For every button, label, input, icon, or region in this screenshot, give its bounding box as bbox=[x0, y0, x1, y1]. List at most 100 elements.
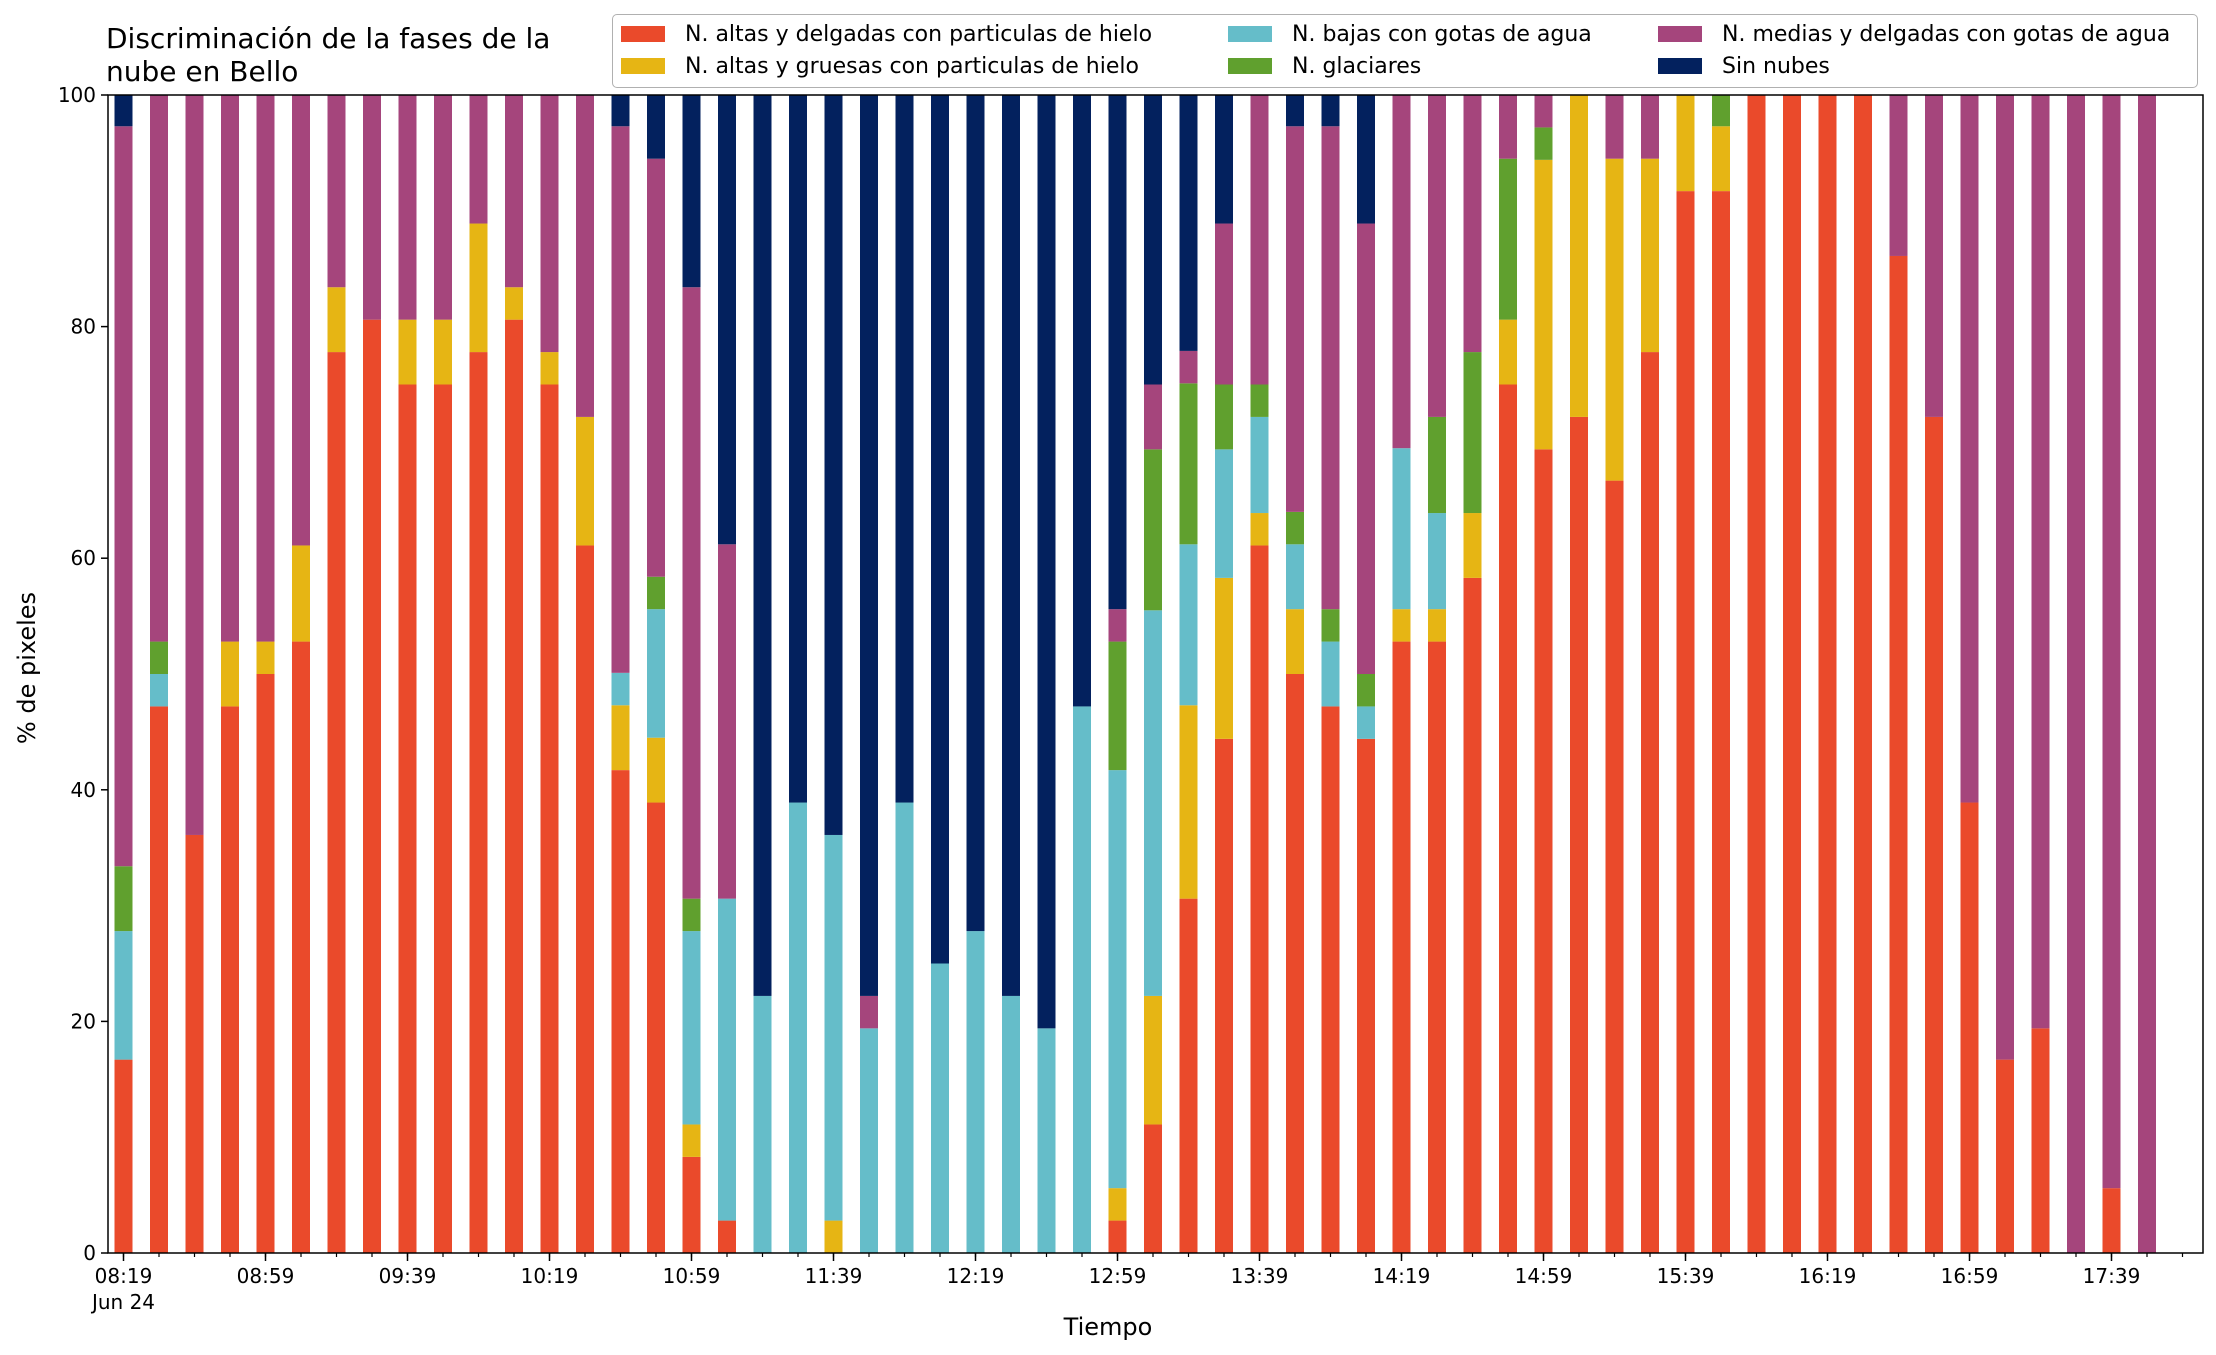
legend-swatch-2 bbox=[1228, 26, 1272, 42]
y-tick-label-0: 0 bbox=[83, 1241, 96, 1265]
x-tick-label-2: 09:39 bbox=[379, 1264, 437, 1288]
bar-0-series-5 bbox=[114, 95, 133, 127]
bar-42-series-0 bbox=[1605, 480, 1624, 1253]
legend-label-3: N. glaciares bbox=[1292, 53, 1422, 79]
bar-28-series-1 bbox=[1108, 1188, 1127, 1221]
x-tick-label-1: 08:59 bbox=[237, 1264, 295, 1288]
bar-7-series-4 bbox=[363, 95, 381, 320]
bar-6-series-0 bbox=[327, 352, 346, 1253]
bar-38-series-4 bbox=[1463, 95, 1482, 353]
y-tick-label-20: 20 bbox=[71, 1009, 96, 1033]
bar-12-series-0 bbox=[540, 384, 559, 1253]
bar-26-series-5 bbox=[1037, 95, 1056, 1029]
bar-1-series-3 bbox=[150, 641, 168, 674]
bar-17-series-2 bbox=[718, 898, 736, 1221]
bar-25-series-5 bbox=[1002, 95, 1020, 996]
bar-4-series-4 bbox=[256, 95, 275, 642]
bar-36-series-2 bbox=[1392, 448, 1411, 610]
bar-0-series-4 bbox=[114, 126, 133, 867]
chart-title: Discriminación de la fases de la nube en… bbox=[106, 22, 551, 88]
bar-11-series-0 bbox=[505, 319, 523, 1254]
y-tick-label-100: 100 bbox=[58, 83, 96, 107]
plot-frame bbox=[107, 94, 2204, 1254]
legend-label-5: Sin nubes bbox=[1722, 53, 1830, 79]
bar-9-series-1 bbox=[434, 319, 452, 385]
legend-item-3: N. glaciares bbox=[1228, 51, 1421, 81]
bar-28-series-0 bbox=[1108, 1220, 1127, 1253]
bar-8-series-1 bbox=[398, 319, 417, 385]
legend-label-0: N. altas y delgadas con particulas de hi… bbox=[685, 21, 1153, 47]
bar-46-series-0 bbox=[1747, 95, 1766, 1253]
bar-32-series-1 bbox=[1250, 513, 1269, 546]
bar-56-series-4 bbox=[2102, 95, 2121, 1189]
bar-14-series-0 bbox=[611, 770, 630, 1253]
bar-49-series-0 bbox=[1854, 95, 1872, 1253]
bar-19-series-5 bbox=[789, 95, 807, 803]
bar-34-series-0 bbox=[1321, 706, 1340, 1253]
bar-13-series-0 bbox=[576, 545, 594, 1253]
bar-28-series-2 bbox=[1108, 770, 1127, 1189]
bar-35-series-4 bbox=[1357, 223, 1375, 674]
x-date-label: Jun 24 bbox=[90, 1290, 155, 1314]
bar-35-series-5 bbox=[1357, 95, 1375, 224]
bar-50-series-4 bbox=[1889, 95, 1908, 256]
bar-18-series-2 bbox=[753, 995, 772, 1253]
bar-27-series-5 bbox=[1073, 95, 1091, 707]
bar-0-series-2 bbox=[114, 931, 133, 1060]
bar-20-series-1 bbox=[824, 1220, 843, 1253]
bar-41-series-0 bbox=[1570, 416, 1588, 1253]
bar-36-series-1 bbox=[1392, 609, 1411, 642]
bar-35-series-2 bbox=[1357, 706, 1375, 739]
bar-14-series-4 bbox=[611, 126, 630, 673]
bar-54-series-4 bbox=[2031, 95, 2050, 1029]
bar-32-series-2 bbox=[1250, 416, 1269, 514]
bar-30-series-3 bbox=[1179, 383, 1198, 545]
bar-31-series-5 bbox=[1215, 95, 1233, 224]
bar-1-series-4 bbox=[150, 95, 168, 642]
bar-15-series-1 bbox=[647, 737, 665, 803]
bar-15-series-4 bbox=[647, 158, 665, 577]
x-tick-label-8: 13:39 bbox=[1231, 1264, 1289, 1288]
legend-label-1: N. altas y gruesas con particulas de hie… bbox=[685, 53, 1139, 79]
bar-8-series-0 bbox=[398, 384, 417, 1253]
legend-label-4: N. medias y delgadas con gotas de agua bbox=[1722, 21, 2171, 47]
bar-1-series-2 bbox=[150, 674, 168, 707]
bar-43-series-1 bbox=[1641, 158, 1659, 353]
bar-41-series-1 bbox=[1570, 95, 1588, 417]
bar-15-series-5 bbox=[647, 95, 665, 159]
bar-39-series-3 bbox=[1499, 158, 1517, 320]
bar-43-series-4 bbox=[1641, 95, 1659, 159]
bar-29-series-2 bbox=[1144, 610, 1162, 996]
bar-29-series-0 bbox=[1144, 1124, 1162, 1253]
legend: N. altas y delgadas con particulas de hi… bbox=[612, 14, 2198, 88]
bar-17-series-4 bbox=[718, 544, 736, 899]
legend-item-1: N. altas y gruesas con particulas de hie… bbox=[621, 51, 1139, 81]
bar-10-series-0 bbox=[469, 352, 488, 1253]
bar-26-series-2 bbox=[1037, 1028, 1056, 1253]
legend-label-2: N. bajas con gotas de agua bbox=[1292, 21, 1592, 47]
bar-6-series-4 bbox=[327, 95, 346, 288]
bar-32-series-3 bbox=[1250, 384, 1269, 417]
bar-37-series-4 bbox=[1428, 95, 1446, 417]
bar-3-series-4 bbox=[221, 95, 239, 642]
bar-5-series-0 bbox=[292, 641, 310, 1253]
legend-swatch-5 bbox=[1658, 58, 1702, 74]
x-tick-label-13: 16:59 bbox=[1941, 1264, 1999, 1288]
bar-22-series-5 bbox=[895, 95, 914, 803]
bar-21-series-5 bbox=[860, 95, 878, 996]
bar-30-series-1 bbox=[1179, 705, 1198, 899]
y-tick-label-40: 40 bbox=[71, 778, 96, 802]
bar-51-series-4 bbox=[1925, 95, 1943, 417]
bar-15-series-0 bbox=[647, 802, 665, 1253]
bar-40-series-3 bbox=[1534, 127, 1553, 160]
bar-11-series-1 bbox=[505, 287, 523, 320]
bar-40-series-1 bbox=[1534, 159, 1553, 450]
bar-31-series-3 bbox=[1215, 384, 1233, 450]
bar-9-series-4 bbox=[434, 95, 452, 320]
bar-33-series-5 bbox=[1286, 95, 1304, 127]
bar-24-series-2 bbox=[966, 931, 985, 1253]
bar-32-series-4 bbox=[1250, 95, 1269, 385]
bar-2-series-0 bbox=[185, 834, 204, 1253]
bar-42-series-4 bbox=[1605, 95, 1624, 159]
bar-31-series-0 bbox=[1215, 738, 1233, 1253]
